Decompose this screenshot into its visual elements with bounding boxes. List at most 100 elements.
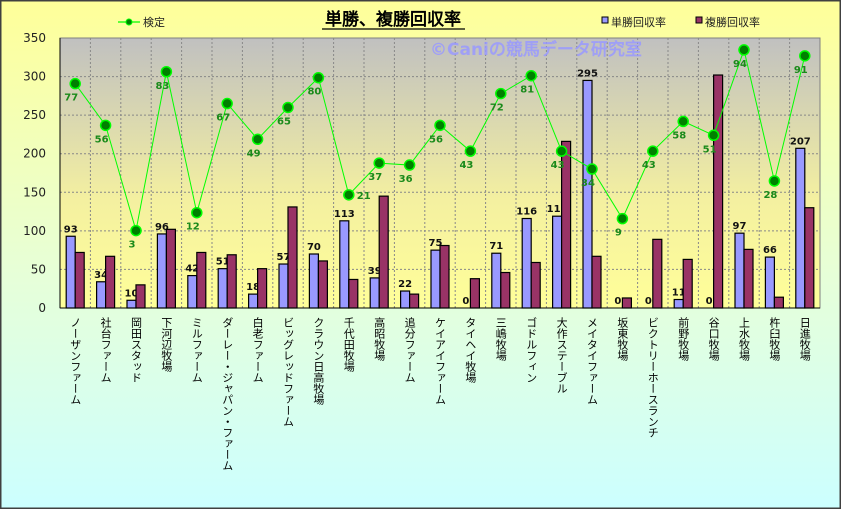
x-tick-label: 日進牧場 (798, 317, 811, 362)
bar-fukusho (469, 278, 480, 309)
bar-data-label: 39 (368, 266, 382, 277)
kentei-point (616, 212, 629, 225)
kentei-point (130, 224, 142, 237)
kentei-data-label: 12 (186, 222, 200, 233)
kentei-data-label: 67 (216, 113, 230, 124)
x-tick-label: 岡田スタッド (130, 317, 143, 383)
kentei-data-label: 34 (581, 178, 595, 189)
bar-fukusho (257, 268, 268, 309)
kentei-data-label: 56 (429, 134, 443, 145)
x-tick-label: ゴドルフィン (525, 316, 538, 383)
kentei-point (251, 133, 264, 145)
bar-data-label: 97 (733, 221, 747, 232)
bar-data-label: 66 (763, 245, 777, 256)
kentei-point (160, 66, 173, 78)
bar-fukusho (682, 258, 693, 309)
kentei-data-label: 72 (490, 103, 504, 114)
x-tick-label: 大作ステーブル (555, 316, 568, 394)
bar-fukusho (287, 206, 298, 309)
kentei-data-label: 21 (357, 191, 371, 202)
kentei-data-label: 9 (615, 228, 622, 239)
bar-data-label: 57 (277, 252, 291, 263)
x-tick-label: ビクトリーホースランチ (646, 317, 659, 438)
bar-fukusho (804, 207, 815, 309)
bar-data-label: 22 (398, 279, 412, 290)
bar-data-label: 0 (462, 296, 469, 307)
bar-data-label: 42 (185, 264, 199, 275)
bar-fukusho (226, 254, 237, 309)
x-tick-label: 杵臼牧場 (768, 316, 781, 362)
bar-tansho (430, 249, 441, 309)
x-tick-label: 坂東牧場 (616, 317, 629, 362)
x-tick-label: タイヘイ牧場 (464, 317, 477, 384)
bar-data-label: 0 (706, 296, 713, 307)
bar-data-label: 113 (334, 209, 355, 220)
chart-title: 単勝、複勝回収率 (325, 9, 461, 30)
x-tick-label: ビッグレッドファーム (282, 317, 295, 427)
bar-tansho (95, 281, 107, 309)
legend: 検定 単勝回収率 複勝回収率 (118, 15, 760, 29)
x-tick-label: クラウン日高牧場 (312, 317, 325, 406)
bar-data-label: 51 (216, 257, 230, 268)
bar-data-label: 11 (672, 288, 686, 299)
bar-tansho (673, 298, 684, 309)
legend-label-fukusho: 複勝回収率 (705, 15, 760, 29)
bar-tansho (308, 253, 319, 309)
bar-tansho (339, 220, 350, 309)
watermark: ©Caniの競馬データ研究室 (430, 39, 642, 60)
legend-label-tansho: 単勝回収率 (611, 15, 666, 29)
x-tick-label: 千代田牧場 (342, 317, 355, 373)
bar-tansho (369, 277, 380, 309)
bar-fukusho (165, 228, 176, 309)
bar-data-label: 75 (429, 238, 443, 249)
bar-tansho (795, 147, 806, 309)
y-tick-label: 350 (23, 31, 46, 45)
bar-fukusho (439, 244, 450, 309)
kentei-data-label: 56 (95, 134, 109, 145)
legend-line-marker (125, 18, 133, 26)
y-tick-label: 250 (23, 108, 46, 122)
bar-fukusho (196, 251, 207, 309)
bar-data-label: 116 (516, 207, 537, 218)
legend-label-kentei: 検定 (143, 15, 165, 29)
bar-fukusho (591, 255, 602, 309)
kentei-data-label: 81 (520, 85, 534, 96)
bar-data-label: 96 (155, 222, 169, 233)
bar-data-label: 0 (614, 296, 621, 307)
bar-data-label: 71 (489, 241, 503, 252)
kentei-point (647, 145, 659, 157)
kentei-data-label: 83 (155, 81, 169, 92)
kentei-data-label: 94 (733, 59, 747, 70)
x-tick-label: 白老ファーム (251, 316, 264, 383)
kentei-point (99, 119, 112, 132)
x-tick-label: ノーザンファーム (69, 317, 82, 405)
bar-tansho (126, 299, 137, 309)
bar-tansho (400, 290, 411, 309)
bar-data-label: 93 (64, 224, 78, 235)
bar-data-label: 119 (547, 204, 568, 215)
kentei-point (343, 189, 355, 201)
kentei-point (191, 206, 203, 219)
y-tick-label: 50 (31, 262, 46, 276)
kentei-point (434, 119, 446, 132)
y-tick-label: 150 (23, 185, 46, 199)
bar-tansho (764, 256, 776, 309)
y-tick-label: 100 (23, 224, 46, 238)
bar-tansho (521, 217, 532, 309)
x-tick-label: ミルファーム (190, 317, 203, 383)
bar-fukusho (378, 195, 389, 309)
bar-data-label: 295 (577, 68, 598, 79)
x-tick-label: 上水牧場 (738, 317, 751, 362)
kentei-point (768, 175, 781, 187)
y-tick-label: 200 (23, 147, 46, 161)
kentei-point (221, 97, 233, 110)
legend-swatch-fukusho (695, 16, 703, 24)
legend-swatch-tansho (601, 16, 609, 24)
bar-data-label: 207 (790, 136, 811, 147)
bar-fukusho (743, 248, 754, 309)
bar-fukusho (74, 251, 85, 309)
kentei-data-label: 80 (307, 87, 321, 98)
kentei-data-label: 51 (703, 144, 717, 155)
kentei-data-label: 91 (794, 65, 808, 76)
